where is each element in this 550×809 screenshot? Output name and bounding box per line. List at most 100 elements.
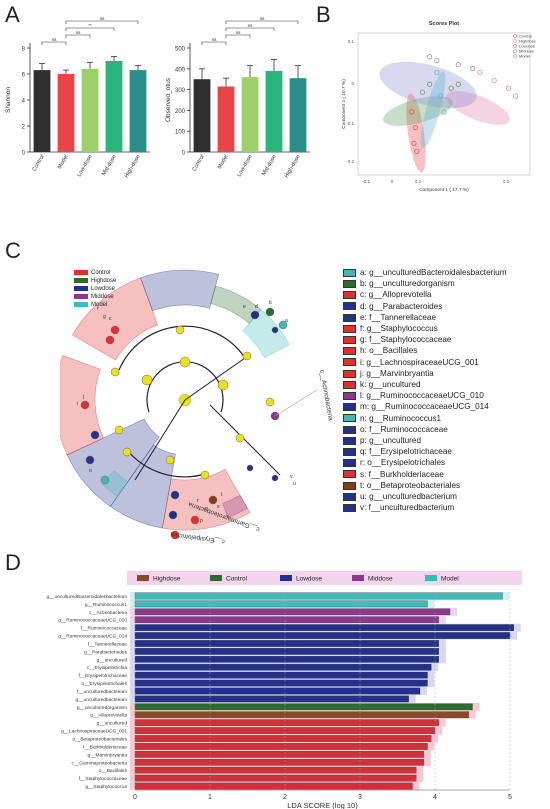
significance-bracket [225,20,299,24]
clade-letter: f [97,306,99,312]
bar-mid-dose [265,70,283,152]
class-legend-swatch [74,270,88,275]
legend-marker [513,44,517,48]
cladogram-node [100,475,110,485]
y-tick-label: 100 [175,130,186,136]
group-ellipse [406,93,426,173]
cladogram-node [250,310,260,320]
taxa-legend-swatch [343,268,356,277]
significance-label: ns [248,23,254,28]
taxa-legend-item: i: g__LachnospiraceaeUCG_001 [343,358,479,367]
taxa-legend-label: j: g__Marvinbryantia [360,368,434,378]
taxa-legend-label: f: g__Staphylococcus [360,324,438,333]
x-tick-label: Low-dose [76,154,93,178]
score-point-control [411,140,417,147]
lda-score-chart: Highdose Control Lowdose Middose Model g__unc… [46,571,522,809]
x-tick-label: 0.1 [415,179,422,184]
lda-legend-label: Middose [368,576,393,583]
lda-category-label: f__Ruminococcaceae [81,626,127,632]
taxa-legend-item: s: f__Burkholderiaceae [343,470,444,479]
clade-letter: t [221,492,223,498]
taxa-legend-swatch [343,436,356,445]
lda-legend-label: Control [226,576,248,583]
score-point-lowdose [427,81,433,87]
lda-bar [134,751,424,758]
bar-low-dose [81,68,99,152]
significance-label: ** [88,23,92,28]
score-point-middose [455,61,461,68]
x-tick-label: 5 [508,794,512,801]
lda-bar [134,758,424,766]
lda-bar [134,648,439,655]
class-legend-swatch [74,294,88,299]
taxa-legend-swatch [343,369,356,378]
cladogram-node [246,464,254,472]
cladogram-node [175,325,185,335]
clade-letter: u [293,481,296,487]
clade-shade-model [242,309,290,359]
cladogram-node [200,470,210,480]
taxa-legend-item: c: g__Alloprevotella [343,290,431,299]
cladogram-node [114,425,124,435]
taxa-legend-item: h: o__Bacillales [343,346,417,355]
x-axis-label: Component 1 ( 17.7 %) [419,187,469,193]
cladogram-node [170,490,180,500]
lda-bar [134,782,413,790]
x-tick-label: -0.1 [362,179,370,184]
taxa-legend-swatch [343,324,356,333]
cladogram-node [122,447,132,457]
score-point-lowdose [455,81,461,87]
clade-letter: o [89,468,92,474]
bar-model [217,86,235,152]
x-tick-label: High-dose [284,154,302,179]
score-point-middose [427,54,433,60]
class-legend-item: Control [74,270,110,276]
cladogram-node [168,510,178,520]
lefse-cladogram: abcdefgijopqrstuvc__Actinobacteriac__Gam… [60,269,334,545]
significance-label: ns [76,30,82,35]
cladogram-node [190,515,200,525]
lda-bar [134,632,511,639]
class-legend-item: Model [74,302,107,308]
lda-bar [134,640,439,647]
lda-bar [134,687,421,695]
y-tick-label: 0.1 [348,39,355,44]
taxa-legend-item: q: f__Erysipelotrichaceae [343,447,452,456]
lda-bar [134,600,428,608]
cladogram-node [242,351,252,361]
taxa-legend-label: c: g__Alloprevotella [360,290,432,300]
lda-bar [134,592,503,600]
lda-legend-swatch [425,575,437,581]
arc-label-erysipelotrichia: c__Erysipelotrichia [170,530,225,545]
score-point-model [437,93,444,99]
lda-category-label: f__unculturedbacterium [77,689,127,695]
chart-title: Scores Plot [429,21,459,27]
cladogram-node [265,397,275,407]
pca-scores-plot: Scores Plot -0.1 0 0.1 0.2 0.1 0 -0.1 -0.2 Compon… [341,21,537,193]
taxa-legend-swatch [343,414,356,423]
class-legend-item: Middose [74,294,114,300]
group-ellipse [420,71,446,149]
lda-bar [134,703,473,711]
taxa-legend-item: r: o__Erysipelotrichales [343,458,445,467]
cladogram-node [110,367,120,377]
cladogram-node [165,455,175,465]
taxa-legend-swatch [343,347,356,356]
lda-category-label: f__Burkholderiaceae [83,744,127,750]
observed-otus-bar-chart: 0 100 200 300 400 500 Observed_otus Control Mode… [165,16,310,179]
clade-letter: s [217,504,220,510]
y-tick-label: 500 [175,47,186,53]
y-axis-label: Shannon [5,87,12,113]
taxa-legend-item: a: g__unculturedBacteroidalesbacterium [343,268,507,277]
taxa-legend-item: v: f__unculturedbacterium [343,503,454,512]
cladogram-node [208,495,218,505]
panel-label-c: C [5,238,21,263]
legend-marker [513,49,517,53]
significance-bracket [65,20,139,24]
lda-category-label: g__Staphylococcus [85,784,127,790]
taxa-legend-item: e: f__Tannerellaceae [343,313,436,322]
class-legend-label: Model [91,302,108,309]
legend-label: Control [519,34,532,39]
lda-category-label: g__RuminococcaceaeUCG_014 [58,634,127,640]
taxa-legend-label: g: f__Staphylococcaceae [360,335,452,345]
